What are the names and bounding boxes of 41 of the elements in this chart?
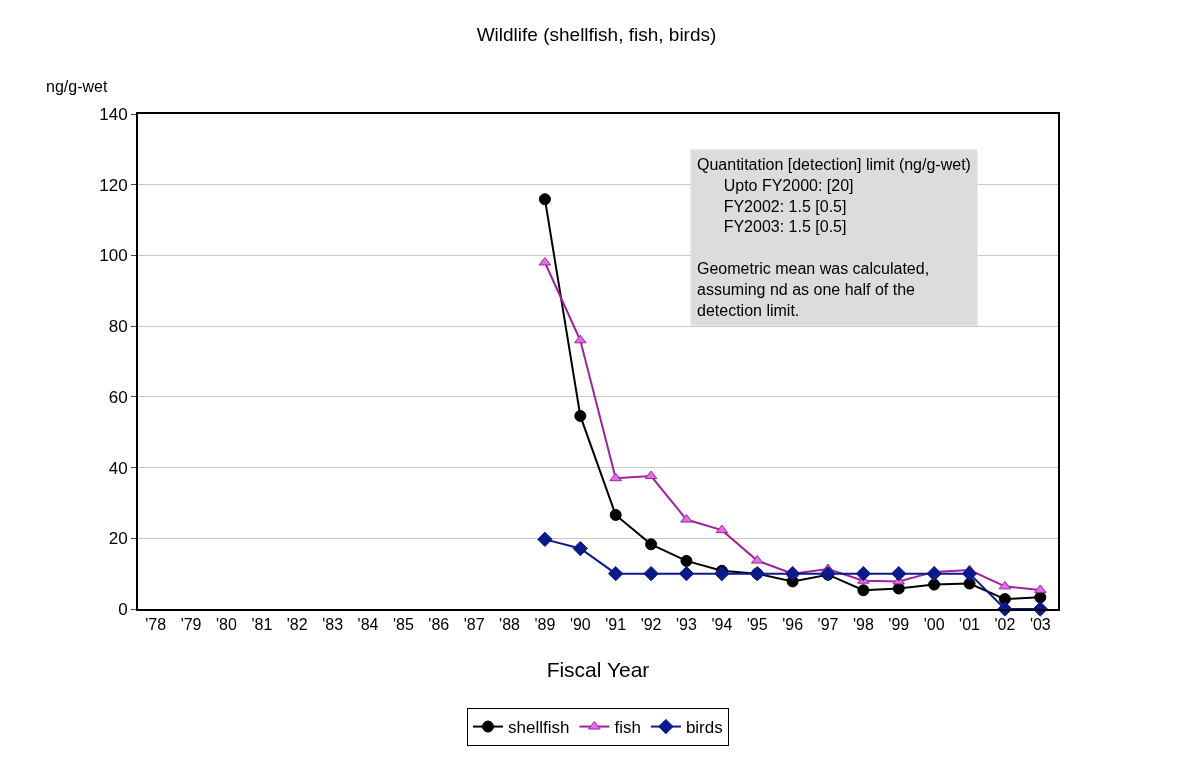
y-tick-label: 80 (108, 317, 128, 337)
x-tick-label: '80 (216, 616, 237, 634)
x-axis-title: Fiscal Year (546, 657, 650, 681)
x-tick-label: '00 (923, 616, 945, 634)
x-tick-label: '03 (1029, 616, 1051, 634)
x-tick-label: '01 (959, 616, 981, 634)
x-tick-label: '93 (676, 616, 697, 634)
x-tick-label: '99 (888, 616, 910, 634)
x-tick-label: '94 (711, 616, 733, 634)
x-tick-label: '86 (428, 616, 450, 634)
x-tick-label: '92 (640, 616, 662, 634)
y-tick-label: 20 (108, 529, 128, 549)
x-tick-label: '82 (286, 616, 308, 634)
x-tick-label: '98 (852, 616, 874, 634)
x-tick-label: '95 (746, 616, 768, 634)
x-tick-label: '85 (392, 616, 414, 634)
x-tick-label: '79 (180, 616, 202, 634)
x-tick-label: '89 (534, 616, 556, 634)
x-tick-label: '87 (463, 616, 485, 634)
y-tick-label: 120 (99, 175, 128, 195)
x-tick-label: '96 (782, 616, 804, 634)
x-tick-label: '84 (357, 616, 379, 634)
x-tick-label: '90 (569, 616, 591, 634)
x-tick-label: '02 (994, 616, 1016, 634)
x-tick-label: '88 (499, 616, 521, 634)
x-tick-label: '91 (605, 616, 627, 634)
y-tick-label: 100 (99, 246, 128, 266)
x-tick-label: '78 (145, 616, 167, 634)
y-axis-title: ng/g-wet (46, 78, 108, 95)
chart-title: Wildlife (shellfish, fish, birds) (476, 23, 717, 45)
y-tick-label: 140 (99, 104, 128, 124)
y-tick-label: 40 (108, 458, 128, 478)
y-tick-label: 0 (118, 599, 128, 619)
y-tick-label: 60 (108, 387, 128, 407)
legend-label: shellfish (508, 718, 570, 738)
legend-label: fish (614, 718, 641, 738)
legend-label: birds (685, 718, 723, 738)
x-tick-label: '83 (322, 616, 344, 634)
x-tick-label: '97 (817, 616, 839, 634)
text: Quantitation [detection] limit (ng/g-wet) Upto FY2000: [20] FY2002: 1.5 [0.5] FY2003: 1.5 [0.5] Geometric mean was calculated, assuming nd as one half of the detection limit. (697, 156, 971, 319)
x-tick-label: '81 (251, 616, 273, 634)
